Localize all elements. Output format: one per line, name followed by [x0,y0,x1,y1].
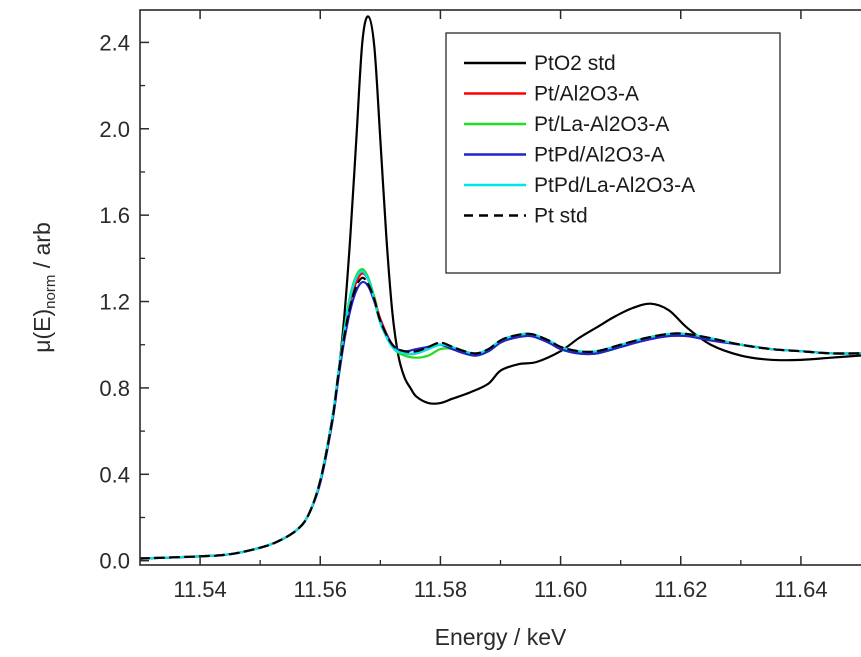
x-tick-label: 11.58 [414,577,467,602]
y-axis-title-subscript: norm [42,275,59,309]
x-axis-title: Energy / keV [435,624,567,650]
series-line-ptpd-al2o3-a [140,280,861,560]
y-tick-label: 1.6 [99,203,130,228]
y-axis-title-main: μ(E) [29,309,55,353]
legend-label-pt-std: Pt std [534,205,588,228]
series-line-ptpd-la-al2o3-a [140,270,861,560]
x-tick-label: 11.60 [534,577,587,602]
legend-label-ptpd-la-al2o3-a: PtPd/La-Al2O3-A [534,174,695,197]
x-tick-label: 11.64 [774,577,827,602]
series-layer [140,15,861,560]
legend-label-ptpd-al2o3-a: PtPd/Al2O3-A [534,144,665,167]
y-tick-label: 0.8 [99,376,130,401]
y-tick-label: 0.0 [99,549,130,574]
legend-label-pto2-std: PtO2 std [534,52,616,75]
y-axis-title: μ(E)norm / arb [29,222,59,353]
series-line-pt-al2o3-a [140,272,861,560]
x-tick-label: 11.54 [173,577,226,602]
series-line-pt-std [140,276,861,560]
axis-ticks: 11.54 11.56 11.58 11.60 11.62 11.64 0.0 0.4 0.8 1… [99,10,828,602]
y-axis-title-unit: / arb [29,222,55,274]
legend: PtO2 std Pt/Al2O3-A Pt/La-Al2O3-A PtPd/Al2O… [445,32,781,274]
legend-label-pt-la-al2o3-a: Pt/La-Al2O3-A [534,113,669,136]
plot-frame [139,9,861,566]
x-tick-label: 11.56 [294,577,347,602]
y-tick-label: 1.2 [99,290,130,315]
y-tick-label: 2.0 [99,117,130,142]
legend-box [445,32,781,274]
y-tick-label: 2.4 [99,30,130,55]
x-tick-label: 11.62 [654,577,707,602]
legend-label-pt-al2o3-a: Pt/Al2O3-A [534,83,639,106]
series-line-pt-la-al2o3-a [140,268,861,560]
y-tick-label: 0.4 [99,462,130,487]
